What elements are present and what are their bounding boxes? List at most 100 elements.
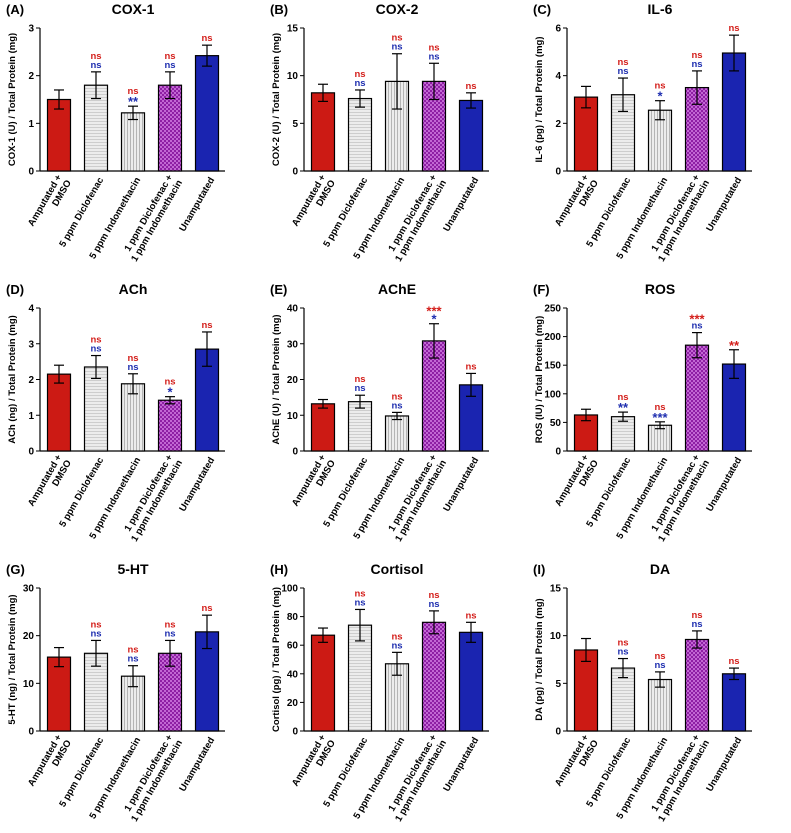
significance-red: ns: [691, 610, 702, 621]
y-tick-label: 5: [292, 119, 298, 130]
y-tick-label: 80: [287, 612, 299, 623]
significance-blue: ns: [691, 619, 702, 630]
y-axis-label: COX-2 (U) / Total Protein (mg): [271, 33, 282, 166]
y-tick-label: 40: [287, 669, 299, 680]
significance-red: ns: [617, 57, 628, 68]
panel-label: (A): [6, 2, 24, 17]
bar: [684, 344, 710, 452]
bar: [458, 99, 484, 172]
bar: [721, 673, 747, 732]
significance-blue: ns: [354, 597, 365, 608]
chart-title: 5-HT: [117, 561, 149, 577]
significance-blue: *: [657, 89, 663, 104]
x-tick-label: Amputated +DMSO: [290, 172, 338, 228]
y-axis-label: AChE (U) / Total Protein (mg): [271, 314, 282, 444]
x-tick-label: Amputated +DMSO: [553, 452, 601, 508]
significance-red: ns: [354, 374, 365, 385]
significance-red: ns: [90, 51, 101, 62]
x-tick-label: Amputated +DMSO: [290, 732, 338, 788]
y-tick-label: 10: [23, 679, 35, 690]
significance-red: ns: [728, 23, 739, 34]
y-tick-label: 250: [544, 304, 561, 315]
significance-red: ns: [90, 335, 101, 346]
chart-panel-2: (B) COX-2 COX-2 (U) / Total Protein (mg) 0 5…: [270, 1, 489, 264]
chart-title: IL-6: [648, 1, 673, 17]
x-tick-label: Amputated +DMSO: [26, 172, 74, 228]
chart-title: DA: [650, 561, 670, 577]
significance-red: ***: [426, 304, 442, 319]
bar: [310, 634, 336, 732]
chart-panel-1: (A) COX-1 COX-1 (U) / Total Protein (mg) 0 1…: [6, 1, 225, 264]
y-tick-label: 30: [23, 584, 35, 595]
significance-red: ns: [90, 619, 101, 630]
significance-blue: ns: [391, 42, 402, 53]
chart-title: ROS: [645, 281, 675, 297]
significance-red: ns: [391, 33, 402, 44]
y-tick-label: 4: [555, 71, 561, 82]
y-tick-label: 0: [555, 727, 561, 738]
y-tick-label: 10: [287, 71, 299, 82]
significance-blue: ***: [652, 410, 668, 425]
y-tick-label: 40: [287, 304, 299, 315]
significance-blue: ns: [164, 60, 175, 71]
significance-red: ns: [654, 402, 665, 413]
significance-red: ns: [164, 377, 175, 388]
y-tick-label: 2: [28, 71, 34, 82]
significance-red: ns: [201, 603, 212, 614]
significance-blue: ns: [354, 383, 365, 394]
y-tick-label: 20: [287, 698, 299, 709]
significance-red: ns: [465, 610, 476, 621]
bar: [46, 656, 72, 732]
significance-red: **: [729, 338, 740, 353]
y-tick-label: 0: [292, 167, 298, 178]
bar: [573, 649, 599, 732]
y-tick-label: 6: [555, 24, 561, 35]
significance-blue: ns: [127, 654, 138, 665]
y-axis-label: DA (pg) / Total Protein (mg): [534, 598, 545, 720]
panel-label: (E): [270, 282, 287, 297]
chart-panel-8: (H) Cortisol Cortisol (pg) / Total Protein…: [270, 561, 489, 824]
bar: [46, 373, 72, 452]
y-tick-label: 0: [28, 167, 34, 178]
y-tick-label: 60: [287, 641, 299, 652]
panel-label: (G): [6, 562, 25, 577]
significance-red: ns: [201, 33, 212, 44]
y-axis-label: Cortisol (pg) / Total Protein (mg): [271, 587, 282, 732]
y-axis-label: 5-HT (ng) / Total Protein (mg): [7, 594, 18, 724]
bar: [83, 366, 109, 452]
significance-red: ns: [617, 392, 628, 403]
y-tick-label: 4: [28, 304, 34, 315]
x-tick-label: Amputated +DMSO: [553, 732, 601, 788]
significance-blue: *: [167, 385, 173, 400]
bar: [310, 403, 336, 452]
bar: [347, 401, 373, 452]
significance-red: ns: [164, 619, 175, 630]
bar: [120, 112, 146, 172]
y-tick-label: 20: [287, 375, 299, 386]
significance-blue: ns: [428, 599, 439, 610]
significance-blue: ns: [617, 66, 628, 77]
y-tick-label: 50: [550, 418, 562, 429]
significance-blue: ns: [127, 362, 138, 373]
bar: [310, 92, 336, 172]
significance-red: ns: [354, 69, 365, 80]
chart-title: COX-2: [376, 1, 419, 17]
y-axis-label: ACh (ng) / Total Protein (mg): [7, 315, 18, 444]
bar: [347, 97, 373, 172]
chart-panel-3: (C) IL-6 IL-6 (pg) / Total Protein (mg) 0 2 4…: [533, 1, 752, 264]
y-axis-label: IL-6 (pg) / Total Protein (mg): [534, 37, 545, 163]
chart-panel-7: (G) 5-HT 5-HT (ng) / Total Protein (mg) 0 10…: [6, 561, 225, 824]
x-tick-label: Amputated +DMSO: [26, 452, 74, 508]
y-tick-label: 3: [28, 24, 34, 35]
y-axis-label: COX-1 (U) / Total Protein (mg): [7, 33, 18, 166]
y-tick-label: 1: [28, 411, 34, 422]
significance-blue: ns: [90, 628, 101, 639]
bar: [157, 399, 183, 452]
y-axis-label: ROS (IU) / Total Protein (mg): [534, 316, 545, 444]
significance-red: ns: [391, 631, 402, 642]
y-tick-label: 0: [28, 447, 34, 458]
significance-blue: ns: [391, 640, 402, 651]
y-tick-label: 0: [28, 727, 34, 738]
chart-title: AChE: [378, 281, 416, 297]
